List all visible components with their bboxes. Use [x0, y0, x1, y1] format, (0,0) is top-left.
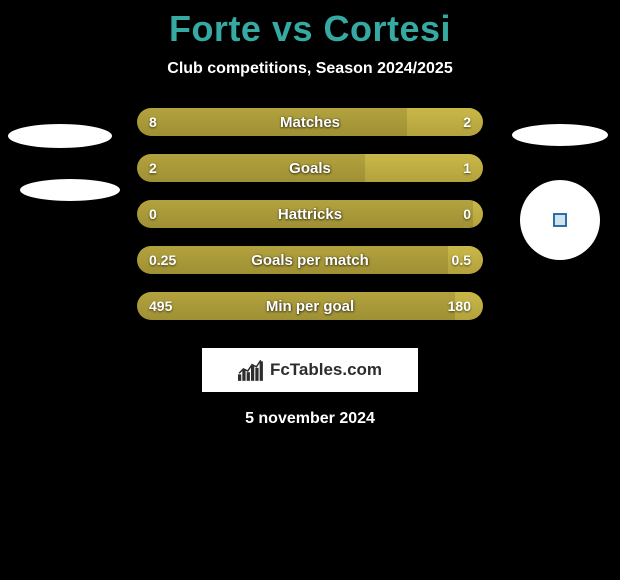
decor-circle-inner-icon	[553, 213, 567, 227]
bar-segment-right	[473, 200, 483, 228]
bar-segment-right	[448, 246, 483, 274]
brand-box[interactable]: FcTables.com	[202, 348, 418, 392]
bar-segment-left	[137, 292, 455, 320]
decor-circle-right	[520, 180, 600, 260]
page-title: Forte vs Cortesi	[0, 0, 620, 50]
bar-row: Matches82	[137, 108, 483, 136]
bar-row: Goals21	[137, 154, 483, 182]
bar-row: Min per goal495180	[137, 292, 483, 320]
brand-text: FcTables.com	[270, 360, 382, 380]
date-label: 5 november 2024	[0, 410, 620, 428]
bar-row: Goals per match0.250.5	[137, 246, 483, 274]
bar-segment-left	[137, 154, 365, 182]
bar-segment-left	[137, 246, 448, 274]
bar-segment-right	[455, 292, 483, 320]
bar-segment-right	[407, 108, 483, 136]
bar-segment-left	[137, 108, 407, 136]
bar-segment-left	[137, 200, 473, 228]
decor-ellipse-right-1	[512, 124, 608, 146]
decor-ellipse-left-2	[20, 179, 120, 201]
bar-chart-icon	[238, 359, 264, 381]
decor-ellipse-left-1	[8, 124, 112, 148]
bar-row: Hattricks00	[137, 200, 483, 228]
subtitle: Club competitions, Season 2024/2025	[0, 60, 620, 78]
bar-segment-right	[365, 154, 483, 182]
